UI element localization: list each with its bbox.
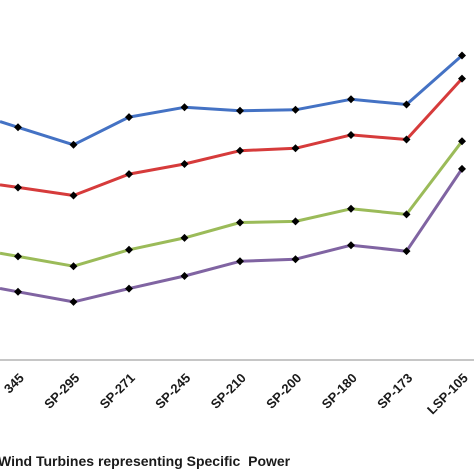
series-4-point <box>291 255 300 264</box>
x-tick-label: SP-295 <box>41 370 82 411</box>
series-1 <box>0 51 466 149</box>
series-1-point <box>180 103 189 112</box>
series-3-point <box>69 262 78 271</box>
x-tick-label: SP-210 <box>208 370 249 411</box>
x-tick-label: SP-180 <box>319 370 360 411</box>
series-1-point <box>458 51 466 60</box>
series-1-point <box>69 140 78 149</box>
series-2-line <box>0 77 464 197</box>
series-4-point <box>402 247 411 256</box>
series-4-point <box>180 272 189 280</box>
series-3-point <box>236 218 244 227</box>
x-tick-label: LSP-105 <box>424 370 471 417</box>
series-2-point <box>69 191 78 200</box>
series-2-point <box>14 183 22 192</box>
series-3-point <box>291 217 300 226</box>
x-tick-label: SP-173 <box>374 370 415 411</box>
series-4-point <box>125 284 133 293</box>
series-4-point <box>458 164 466 173</box>
series-3-point <box>458 137 466 146</box>
series-2-point <box>180 160 189 168</box>
series-4-point <box>14 287 22 296</box>
series-4-line <box>0 168 464 304</box>
series-2-point <box>291 144 300 153</box>
series-3-line <box>0 140 464 268</box>
series-2 <box>0 74 466 200</box>
series-1-point <box>347 95 355 104</box>
series-4 <box>0 164 466 306</box>
x-tick-labels: 345 SP-295 SP-271 SP-245 SP-210 SP-200 SP-180 S… <box>1 370 471 417</box>
series-2-point <box>458 74 466 83</box>
series-3 <box>0 137 466 271</box>
series-3-point <box>402 210 411 219</box>
series-2-point <box>236 146 244 155</box>
x-tick-label: SP-245 <box>152 370 193 411</box>
series-3-point <box>125 245 133 254</box>
series-2-point <box>125 170 133 179</box>
x-tick-label: 345 <box>1 370 27 396</box>
series-1-point <box>236 106 244 115</box>
x-tick-label: SP-271 <box>97 370 138 411</box>
series-2-point <box>347 130 355 139</box>
series-3-point <box>347 204 355 213</box>
series-1-line <box>0 54 463 147</box>
series-4-point <box>347 241 355 250</box>
series-1-point <box>125 113 133 122</box>
series-1-point <box>14 123 22 132</box>
x-axis-title: Wind Turbines representing Specific Powe… <box>0 453 291 469</box>
series-3-point <box>180 233 189 242</box>
series-2-point <box>402 135 411 144</box>
x-tick-label: SP-200 <box>263 370 304 411</box>
series-4-point <box>236 257 244 266</box>
series-4-point <box>69 297 78 306</box>
series-1-point <box>291 105 300 114</box>
series-1-point <box>402 100 411 109</box>
series-3-point <box>14 252 22 261</box>
series-layer <box>0 51 466 306</box>
